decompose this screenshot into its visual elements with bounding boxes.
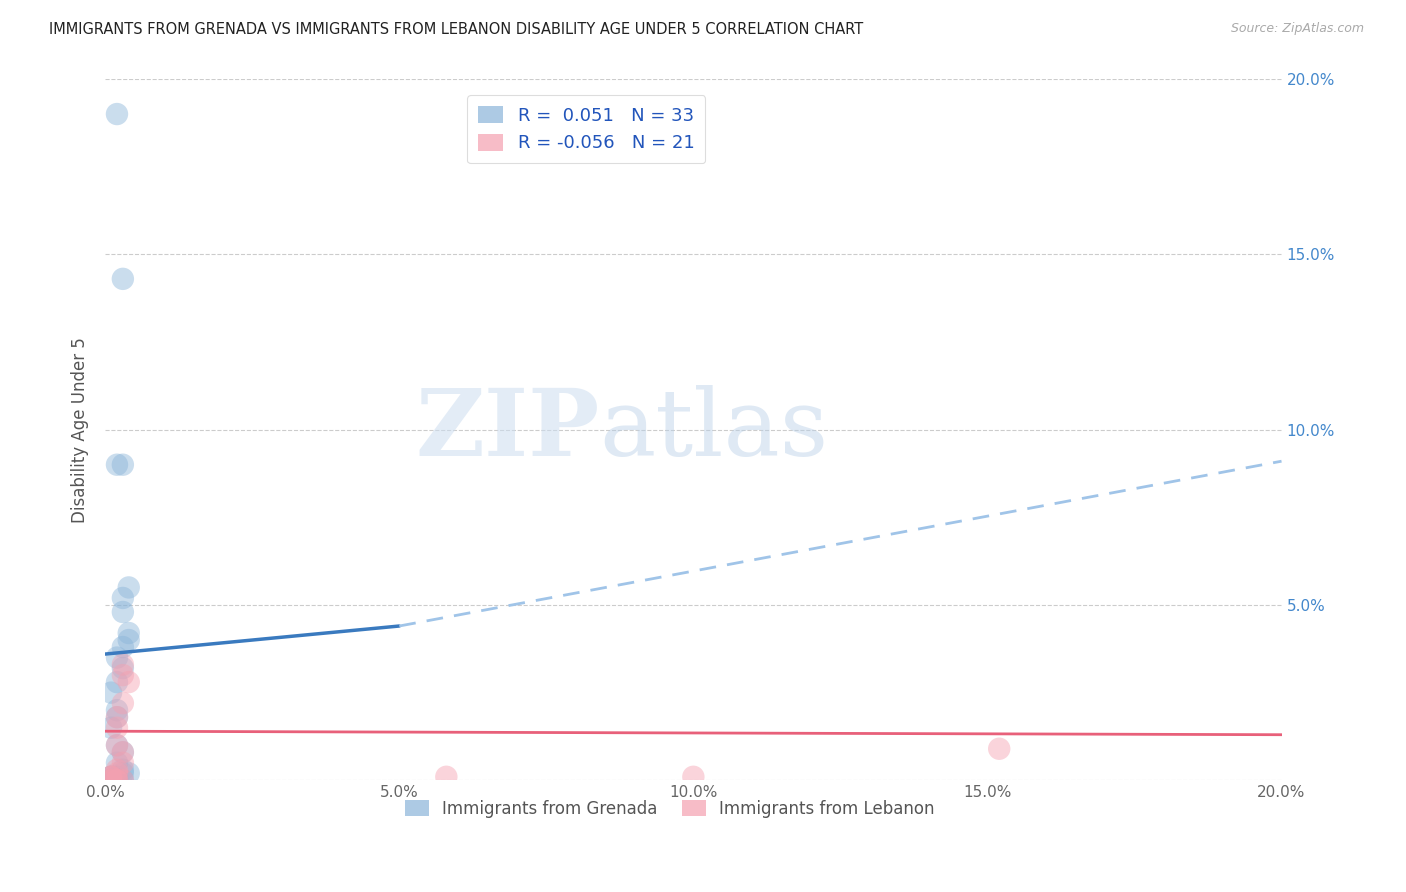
Point [111, 773, 134, 788]
Point [105, 458, 128, 472]
Point [100, 773, 122, 788]
Point [105, 773, 128, 788]
Point [105, 675, 128, 690]
Point [111, 745, 134, 759]
Point [100, 770, 122, 784]
Point [105, 738, 128, 752]
Point [100, 773, 122, 788]
Point [105, 710, 128, 724]
Point [105, 756, 128, 770]
Point [105, 763, 128, 777]
Point [100, 770, 122, 784]
Text: ZIP: ZIP [415, 384, 599, 475]
Point [682, 770, 704, 784]
Point [118, 581, 141, 595]
Point [105, 107, 128, 121]
Point [111, 756, 134, 770]
Point [100, 770, 122, 784]
Point [118, 675, 141, 690]
Point [111, 763, 134, 777]
Point [118, 633, 141, 648]
Point [105, 738, 128, 752]
Point [105, 770, 128, 784]
Point [111, 640, 134, 654]
Point [105, 650, 128, 665]
Point [111, 458, 134, 472]
Point [105, 766, 128, 780]
Y-axis label: Disability Age Under 5: Disability Age Under 5 [72, 336, 89, 523]
Point [100, 721, 122, 735]
Point [988, 741, 1011, 756]
Point [111, 657, 134, 672]
Point [111, 605, 134, 619]
Point [105, 703, 128, 717]
Point [105, 773, 128, 788]
Point [111, 696, 134, 710]
Point [105, 773, 128, 788]
Text: IMMIGRANTS FROM GRENADA VS IMMIGRANTS FROM LEBANON DISABILITY AGE UNDER 5 CORREL: IMMIGRANTS FROM GRENADA VS IMMIGRANTS FR… [49, 22, 863, 37]
Point [111, 272, 134, 286]
Point [105, 710, 128, 724]
Point [100, 773, 122, 788]
Point [118, 626, 141, 640]
Point [100, 773, 122, 788]
Point [105, 773, 128, 788]
Point [111, 773, 134, 788]
Text: atlas: atlas [599, 384, 828, 475]
Point [111, 591, 134, 605]
Point [118, 766, 141, 780]
Point [111, 766, 134, 780]
Point [100, 770, 122, 784]
Point [434, 770, 457, 784]
Legend: Immigrants from Grenada, Immigrants from Lebanon: Immigrants from Grenada, Immigrants from… [398, 793, 941, 824]
Point [111, 745, 134, 759]
Point [105, 770, 128, 784]
Point [100, 685, 122, 699]
Point [111, 661, 134, 675]
Point [105, 721, 128, 735]
Point [111, 668, 134, 682]
Text: Source: ZipAtlas.com: Source: ZipAtlas.com [1230, 22, 1364, 36]
Point [100, 773, 122, 788]
